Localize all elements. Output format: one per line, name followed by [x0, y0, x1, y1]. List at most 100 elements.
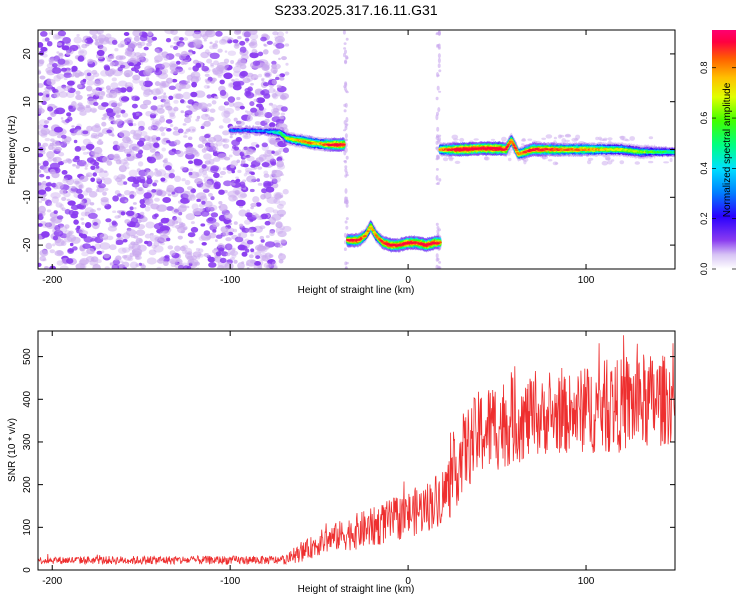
- spectrogram-noise-cell: [182, 249, 188, 255]
- spectrogram-noise-cell: [207, 103, 212, 107]
- spectrogram-noise-cell: [83, 190, 89, 196]
- spectrogram-noise-cell: [185, 128, 191, 132]
- spectrogram-noise-cell: [259, 235, 264, 240]
- spectrogram-noise-cell: [250, 164, 256, 168]
- spectrogram-noise-cell: [263, 49, 269, 55]
- spectrogram-noise-cell: [222, 143, 230, 149]
- spectrogram-noise-cell: [117, 66, 123, 72]
- spectrogram-noise-cell: [227, 96, 236, 103]
- spectrogram-noise-cell: [669, 157, 673, 163]
- spectrogram-noise-cell: [261, 77, 265, 81]
- spectrogram-noise-cell: [218, 105, 226, 111]
- spectrogram-noise-cell: [153, 241, 160, 247]
- spectrogram-noise-cell: [231, 169, 235, 174]
- spectrogram-noise-cell: [442, 157, 449, 162]
- spectrogram-noise-cell: [43, 166, 51, 174]
- spectrogram-noise-cell: [82, 151, 88, 155]
- spectrogram-noise-cell: [183, 265, 189, 269]
- spectrogram-noise-cell: [279, 76, 285, 81]
- spectrogram-noise-cell: [203, 84, 211, 89]
- spectrogram-noise-cell: [235, 176, 239, 179]
- spectrogram-noise-cell: [268, 87, 276, 94]
- spectrogram-noise-cell: [192, 128, 195, 132]
- spectrogram-noise-cell: [279, 115, 285, 120]
- spectrogram-noise-cell: [135, 112, 140, 116]
- spectrogram-noise-cell: [169, 45, 174, 48]
- spectrogram-noise-cell: [96, 49, 105, 57]
- spectrogram-noise-cell: [153, 223, 164, 230]
- spectrogram-noise-cell: [98, 37, 105, 44]
- spectrogram-noise-cell: [103, 187, 109, 192]
- spectrogram-noise-cell: [57, 30, 67, 37]
- spectrogram-noise-cell: [231, 148, 235, 151]
- spectrogram-noise-cell: [126, 86, 133, 93]
- spectrogram-noise-cell: [195, 171, 203, 177]
- spectrogram-noise-cell: [75, 94, 83, 101]
- spectrogram-noise-cell: [177, 68, 186, 75]
- spectrogram-noise-cell: [120, 109, 126, 114]
- spectrogram-noise-cell: [86, 94, 92, 97]
- spectrogram-noise-cell: [132, 221, 140, 228]
- spectrogram-noise-cell: [99, 233, 109, 240]
- spectrogram-noise-cell: [223, 72, 233, 80]
- spectrogram-noise-cell: [201, 200, 206, 205]
- spectrogram-noise-cell: [38, 162, 41, 166]
- spectrogram-noise-cell: [73, 219, 79, 225]
- spectrogram-noise-cell: [210, 62, 214, 67]
- spectrogram-noise-cell: [96, 250, 103, 255]
- spectrogram-streak-cell: [343, 109, 347, 113]
- spectrogram-noise-cell: [268, 254, 274, 258]
- spectrogram-noise-cell: [165, 38, 172, 43]
- spectrogram-noise-cell: [147, 156, 157, 164]
- spectrogram-noise-cell: [238, 209, 247, 217]
- spectrogram-noise-cell: [233, 30, 242, 35]
- spectrogram-noise-cell: [59, 189, 67, 195]
- spectrogram-noise-cell: [599, 138, 605, 141]
- spectrogram-streak-cell: [345, 116, 349, 123]
- spectrogram-noise-cell: [271, 79, 277, 85]
- spectrogram-noise-cell: [44, 186, 52, 192]
- spectrogram-noise-cell: [522, 137, 526, 142]
- spectrogram-noise-cell: [232, 187, 242, 195]
- spectrogram-noise-cell: [128, 122, 134, 127]
- spectrogram-noise-cell: [86, 125, 93, 132]
- spectrogram-noise-cell: [137, 43, 143, 49]
- spectrogram-noise-cell: [229, 257, 235, 261]
- spectrogram-noise-cell: [79, 50, 85, 54]
- spectrogram-noise-cell: [260, 90, 265, 96]
- spectrogram-noise-cell: [84, 106, 92, 113]
- spectrogram-streak-cell: [345, 261, 349, 265]
- spectrogram-noise-cell: [148, 249, 157, 256]
- spectrogram-noise-cell: [100, 86, 105, 90]
- spectrogram-y-tick-label: -20: [22, 237, 33, 252]
- spectrogram-noise-cell: [145, 142, 152, 146]
- snr-x-tick-label: -200: [42, 576, 62, 587]
- spectrogram-noise-cell: [55, 146, 62, 152]
- spectrogram-noise-cell: [200, 210, 210, 217]
- spectrogram-noise-cell: [125, 229, 137, 237]
- spectrogram-trace: [346, 219, 442, 253]
- spectrogram-noise-cell: [225, 101, 230, 105]
- spectrogram-noise-cell: [86, 174, 90, 177]
- spectrogram-noise-cell: [185, 252, 193, 259]
- spectrogram-noise-cell: [61, 137, 68, 143]
- spectrogram-noise-cell: [61, 119, 66, 123]
- spectrogram-streak-cell: [438, 30, 441, 36]
- spectrogram-noise-cell: [211, 100, 217, 105]
- spectrogram-noise-cell: [224, 212, 233, 220]
- spectrogram-noise-cell: [272, 49, 281, 55]
- spectrogram-noise-cell: [78, 259, 88, 266]
- spectrogram-noise-cell: [119, 141, 129, 149]
- spectrogram-noise-cell: [248, 229, 254, 234]
- spectrogram-noise-cell: [232, 81, 241, 87]
- spectrogram-noise-cell: [271, 60, 277, 65]
- spectrogram-noise-cell: [203, 188, 210, 193]
- spectrogram-noise-cell: [160, 217, 169, 224]
- spectrogram-trace-cell: [279, 131, 283, 134]
- spectrogram-noise-cell: [86, 247, 95, 255]
- spectrogram-noise-cell: [82, 159, 85, 163]
- spectrogram-noise-cell: [191, 81, 198, 88]
- spectrogram-noise-cell: [72, 71, 77, 75]
- spectrogram-noise-cell: [90, 177, 96, 183]
- spectrogram-noise-cell: [171, 191, 176, 195]
